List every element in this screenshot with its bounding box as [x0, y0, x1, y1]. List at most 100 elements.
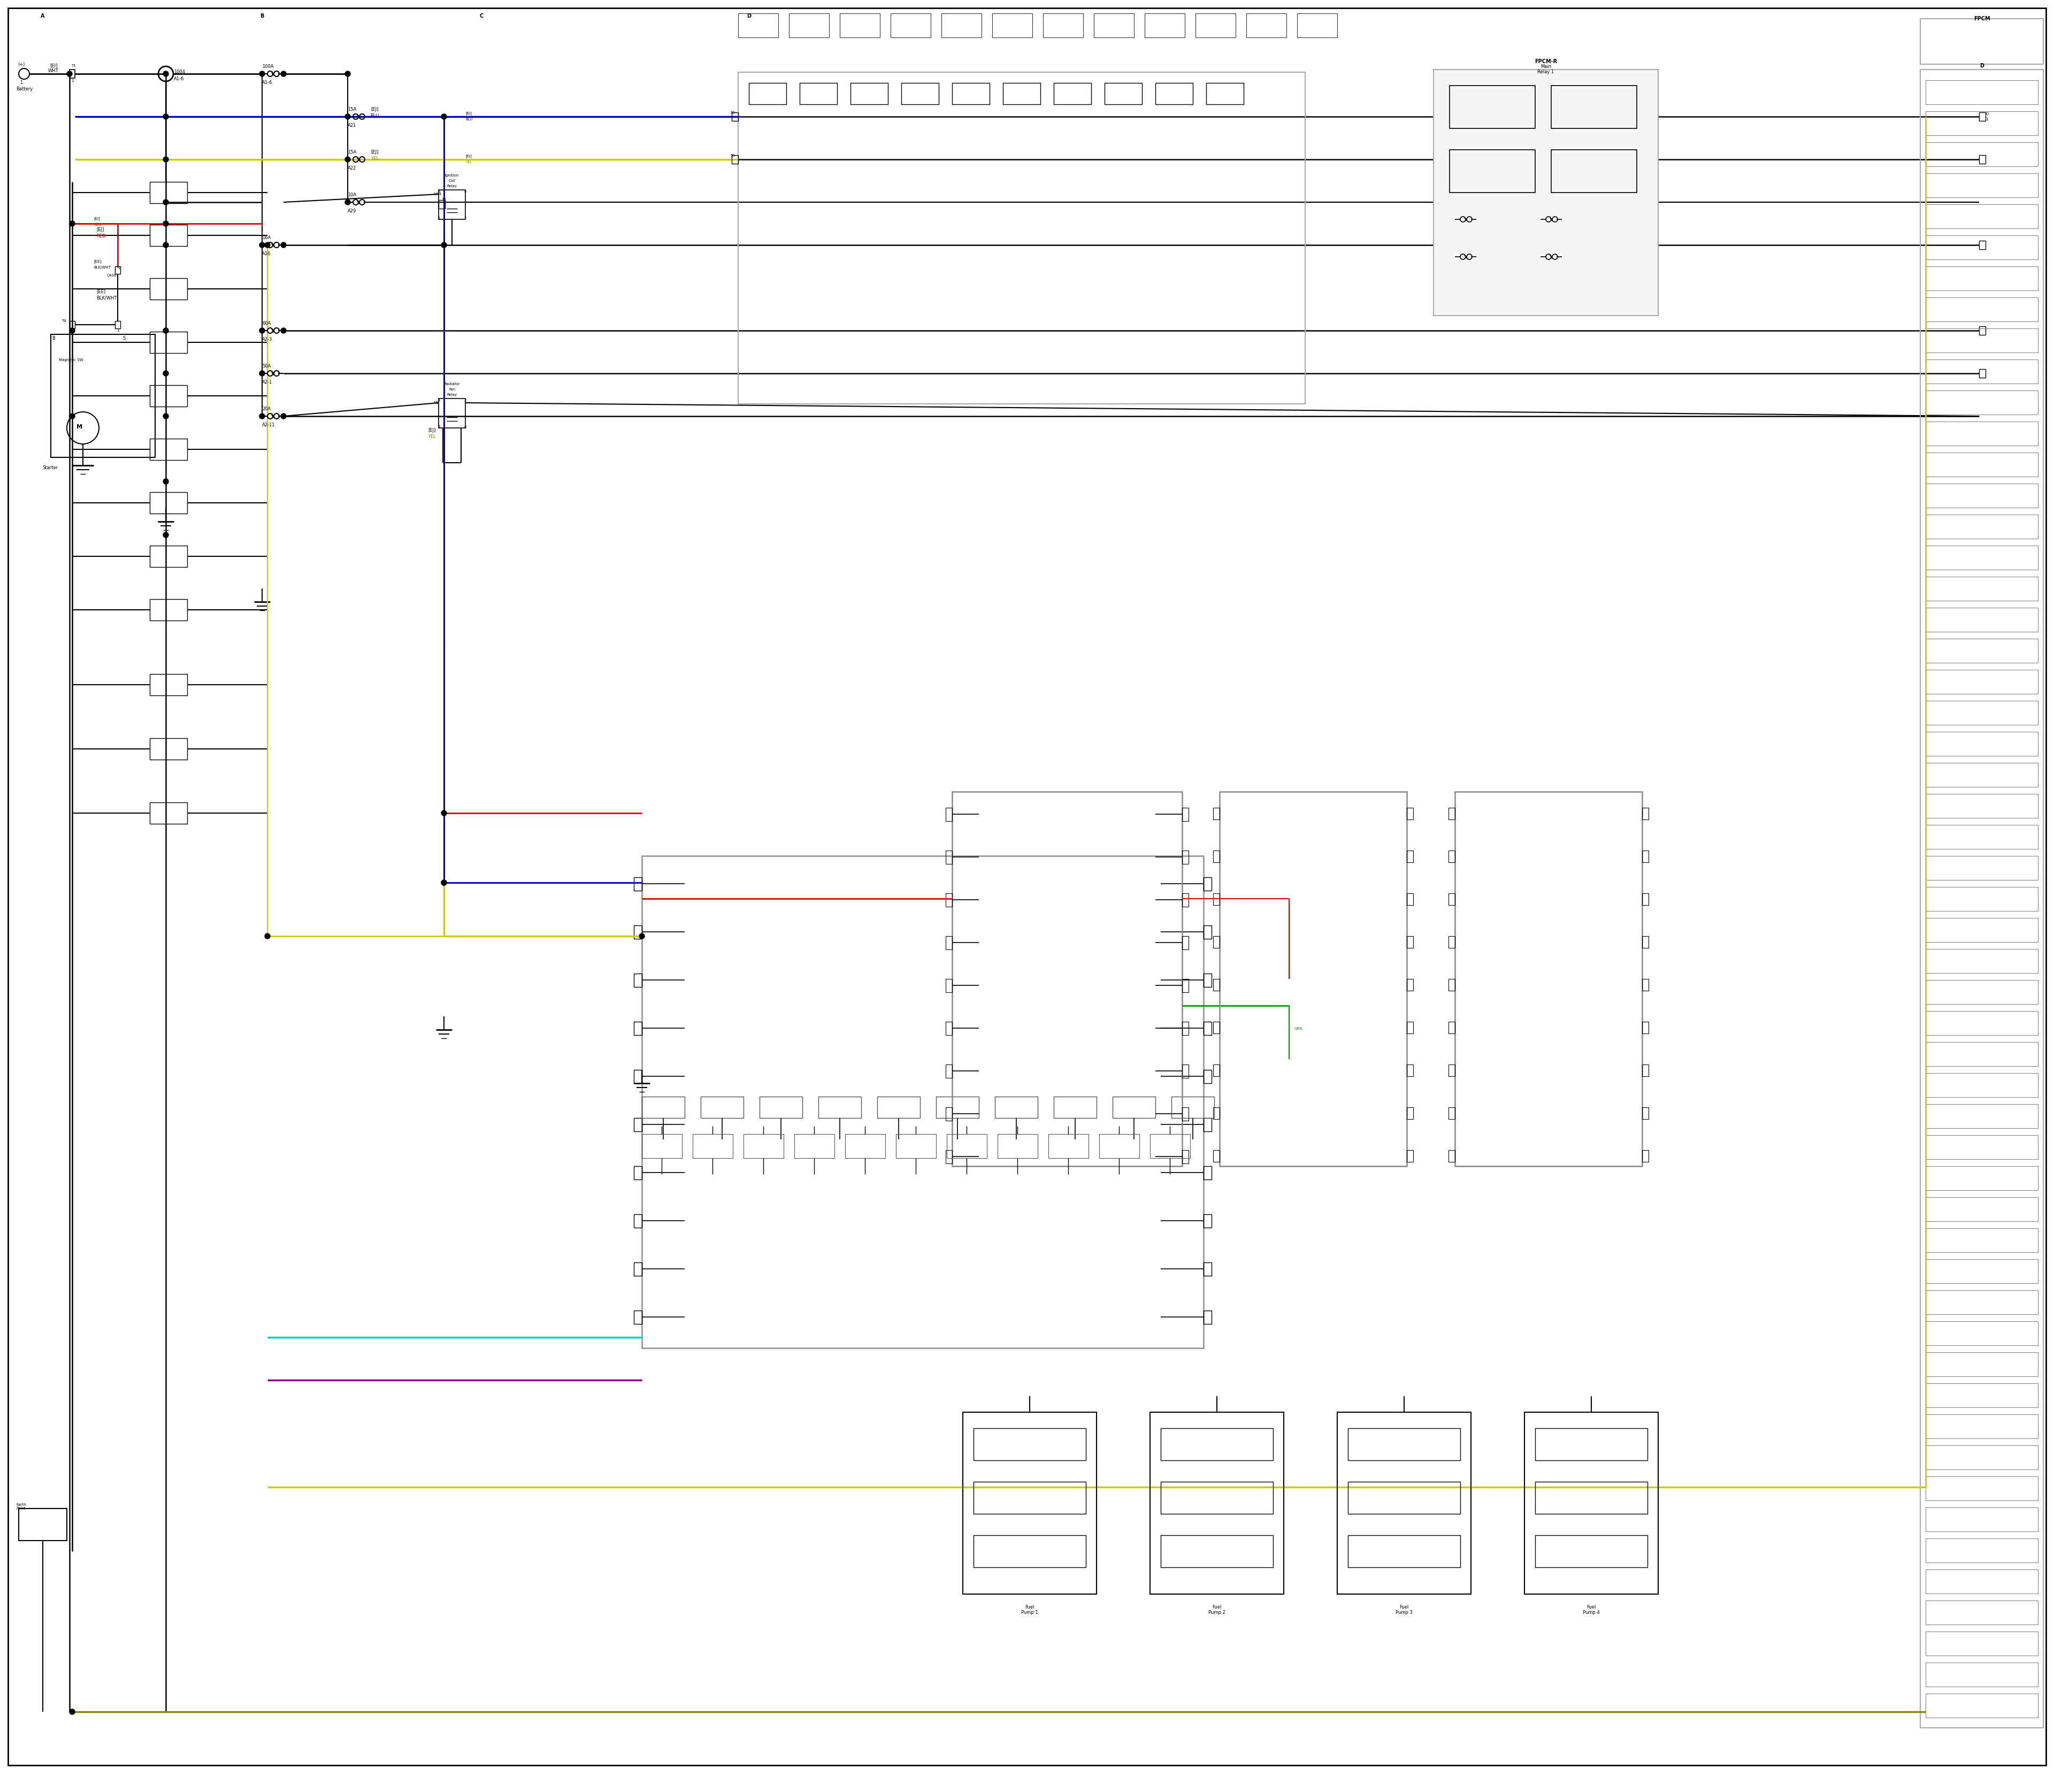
Text: M: M [76, 425, 82, 430]
Bar [1927, 918, 2038, 943]
Circle shape [162, 115, 168, 120]
Text: BLU: BLU [370, 113, 378, 118]
Bar [1183, 978, 1189, 993]
Bar [150, 738, 187, 760]
Bar [150, 385, 187, 407]
Bar [1204, 1215, 1212, 1228]
Bar [1150, 1134, 1189, 1158]
Bar [1927, 484, 2038, 507]
Text: [EJ]: [EJ] [466, 154, 472, 158]
Bar [974, 1536, 1087, 1568]
Bar [844, 1134, 885, 1158]
Circle shape [442, 880, 446, 885]
Text: 1: 1 [21, 81, 23, 84]
Text: 100A: 100A [263, 65, 273, 70]
Bar [1980, 156, 1986, 163]
Bar [150, 439, 187, 461]
Bar [1448, 1064, 1454, 1077]
Bar [1214, 1064, 1220, 1077]
Bar [945, 808, 953, 821]
Bar [1927, 1414, 2038, 1439]
Bar [1524, 1412, 1658, 1595]
Text: 1: 1 [117, 330, 119, 332]
Text: A16: A16 [263, 251, 271, 256]
Text: 15A: 15A [347, 151, 357, 154]
Bar [1407, 894, 1413, 905]
Circle shape [162, 414, 168, 419]
Circle shape [265, 934, 271, 939]
Bar [150, 181, 187, 202]
Text: [EJ]: [EJ] [370, 151, 378, 154]
Bar [840, 13, 879, 38]
Bar [1927, 577, 2038, 600]
Bar [1927, 1446, 2038, 1469]
Bar [1054, 82, 1091, 104]
Bar [1927, 267, 2038, 290]
Bar [947, 1134, 986, 1158]
Text: Relay 1: Relay 1 [1538, 70, 1555, 73]
Bar [1337, 1412, 1471, 1595]
Bar [737, 13, 778, 38]
Text: A21: A21 [347, 124, 357, 127]
Bar [1927, 235, 2038, 260]
Bar [1448, 1107, 1454, 1118]
Bar [635, 1262, 641, 1276]
Bar [1927, 1600, 2038, 1625]
Bar [941, 13, 982, 38]
Bar [1980, 369, 1986, 378]
Bar [1054, 1097, 1097, 1118]
Text: [EJ]: [EJ] [94, 217, 101, 220]
Text: Ignition: Ignition [446, 174, 458, 177]
Bar [1927, 1539, 2038, 1563]
Bar [891, 13, 930, 38]
Bar [1448, 894, 1454, 905]
Bar [1927, 174, 2038, 197]
Bar [945, 978, 953, 993]
Bar [877, 1097, 920, 1118]
Bar [1183, 1107, 1189, 1120]
Bar [1448, 1021, 1454, 1034]
Text: D: D [1986, 113, 1988, 115]
Text: Fan: Fan [448, 387, 456, 391]
Bar [1214, 1021, 1220, 1034]
Text: A: A [41, 13, 45, 18]
Bar [1927, 514, 2038, 539]
Text: [EE]: [EE] [94, 260, 101, 263]
Bar [953, 82, 990, 104]
Bar [1407, 808, 1413, 819]
Circle shape [162, 72, 168, 77]
Bar [1534, 1536, 1647, 1568]
Text: (+): (+) [18, 63, 25, 66]
Bar [692, 1134, 733, 1158]
Circle shape [259, 414, 265, 419]
Bar [1927, 421, 2038, 446]
Bar [1214, 1107, 1220, 1118]
Circle shape [259, 371, 265, 376]
Bar [1214, 1150, 1220, 1161]
Circle shape [70, 220, 74, 226]
Bar [1183, 1064, 1189, 1077]
Bar [1927, 391, 2038, 414]
Bar [963, 1412, 1097, 1595]
Bar [937, 1097, 980, 1118]
Circle shape [162, 242, 168, 247]
Text: 59: 59 [731, 111, 735, 115]
Text: 1: 1 [438, 217, 440, 220]
Bar [1214, 978, 1220, 991]
Bar [1448, 808, 1454, 819]
Text: Relay: Relay [448, 185, 458, 188]
Text: 1: 1 [117, 267, 119, 269]
Bar [1980, 326, 1986, 335]
Bar [1204, 1167, 1212, 1179]
Bar [1434, 70, 1658, 315]
Bar [1927, 701, 2038, 724]
Circle shape [70, 1710, 74, 1715]
Bar [1214, 808, 1220, 819]
Bar [1927, 950, 2038, 973]
Text: Fuel
Pump 1: Fuel Pump 1 [1021, 1606, 1037, 1615]
Bar [1407, 1150, 1413, 1161]
Bar [1204, 1262, 1212, 1276]
Bar [1920, 70, 2044, 1727]
Bar [150, 599, 187, 620]
Bar [760, 1097, 803, 1118]
